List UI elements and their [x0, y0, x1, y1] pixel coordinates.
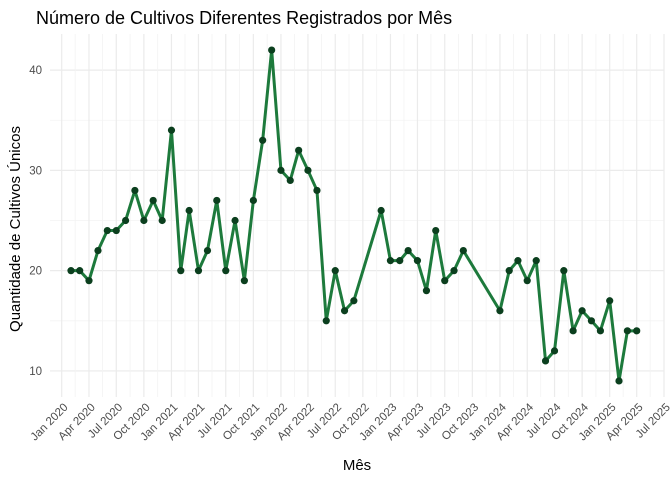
data-point	[203, 246, 212, 255]
data-point	[286, 176, 294, 185]
data-point	[514, 257, 522, 265]
chart-title: Número de Cultivos Diferentes Registrado…	[36, 8, 452, 28]
data-point	[295, 146, 303, 154]
y-tick-label: 30	[29, 165, 42, 177]
data-point	[185, 206, 193, 215]
data-point	[231, 216, 239, 225]
data-point	[560, 267, 568, 275]
data-point	[177, 267, 185, 275]
data-point	[158, 216, 166, 225]
data-point	[404, 246, 412, 255]
data-point	[76, 267, 84, 275]
y-axis-title: Quantidade de Cultivos Únicos	[7, 126, 24, 332]
data-point	[441, 277, 449, 285]
series-polyline	[69, 48, 639, 383]
data-point	[578, 307, 586, 315]
data-point	[569, 327, 577, 335]
data-point	[259, 136, 267, 144]
data-point	[432, 226, 440, 235]
data-point	[167, 126, 176, 134]
data-point	[313, 186, 321, 195]
data-point	[194, 267, 203, 275]
data-point	[496, 307, 504, 315]
x-axis-title: Mês	[343, 457, 371, 474]
data-point	[377, 206, 385, 215]
data-point	[633, 327, 641, 335]
data-point	[350, 297, 358, 305]
data-point	[268, 46, 276, 54]
data-point	[67, 267, 75, 275]
data-point	[450, 267, 458, 275]
data-point	[386, 257, 395, 265]
data-point	[587, 317, 596, 325]
data-point	[277, 166, 285, 174]
data-point	[240, 277, 248, 285]
data-point	[103, 226, 111, 235]
data-point	[532, 257, 540, 265]
y-axis-ticks: 10 20 30 40	[29, 65, 42, 378]
data-point	[422, 287, 431, 295]
data-point	[615, 377, 623, 385]
data-point	[140, 216, 148, 225]
data-point	[505, 267, 513, 275]
series-line	[69, 48, 639, 383]
data-point	[459, 246, 467, 255]
data-point	[222, 267, 230, 275]
data-points	[67, 46, 641, 385]
y-tick-label: 20	[29, 266, 42, 278]
data-point	[541, 357, 550, 365]
data-point	[413, 257, 422, 265]
y-tick-label: 40	[29, 65, 42, 77]
data-point	[112, 226, 120, 235]
data-point	[331, 267, 339, 275]
data-point	[213, 196, 221, 205]
data-point	[149, 196, 157, 205]
grid	[50, 34, 665, 397]
data-point	[85, 277, 93, 285]
data-point	[94, 246, 102, 255]
y-tick-label: 10	[29, 366, 42, 378]
data-point	[121, 216, 130, 225]
data-point	[606, 297, 614, 305]
data-point	[249, 196, 257, 205]
data-point	[304, 166, 312, 174]
data-point	[131, 186, 139, 195]
data-point	[623, 327, 632, 335]
data-point	[523, 277, 531, 285]
data-point	[550, 347, 559, 355]
data-point	[396, 257, 404, 265]
data-point	[596, 327, 605, 335]
data-point	[340, 307, 349, 315]
data-point	[322, 317, 330, 325]
